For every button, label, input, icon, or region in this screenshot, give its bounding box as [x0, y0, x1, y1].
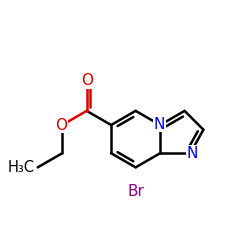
Text: O: O [81, 73, 93, 88]
Text: O: O [55, 118, 67, 132]
Text: H₃C: H₃C [8, 160, 35, 175]
Text: N: N [186, 146, 198, 161]
Text: N: N [154, 116, 165, 132]
Text: Br: Br [127, 184, 144, 199]
